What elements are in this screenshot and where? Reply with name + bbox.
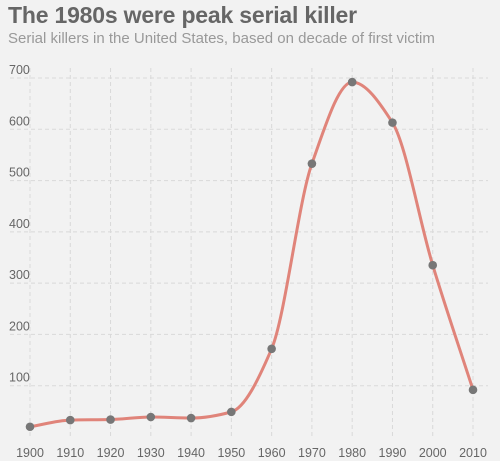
x-tick-label: 1900 (16, 446, 44, 460)
y-tick-label: 700 (9, 63, 30, 77)
y-tick-label: 200 (9, 319, 30, 333)
y-axis-ticks: 100 200 300 400 500 600 700 (9, 63, 30, 385)
series-line-layer (28, 80, 475, 429)
data-point (428, 260, 438, 270)
y-tick-label: 600 (9, 114, 30, 128)
data-point (25, 422, 35, 432)
x-tick-label: 1970 (298, 446, 326, 460)
x-tick-label: 1980 (338, 446, 366, 460)
data-point (227, 407, 236, 417)
x-tick-label: 2000 (419, 446, 447, 460)
data-point (146, 412, 156, 422)
y-tick-label: 100 (9, 371, 30, 385)
y-tick-label: 500 (9, 166, 30, 180)
x-tick-label: 1930 (137, 446, 165, 460)
chart-title: The 1980s were peak serial killer (8, 2, 357, 28)
data-point (388, 118, 397, 127)
data-point (186, 413, 196, 423)
y-tick-label: 400 (9, 217, 30, 231)
data-point (65, 415, 75, 425)
data-points (25, 77, 478, 432)
x-tick-label: 1940 (177, 446, 205, 460)
data-point (347, 77, 357, 87)
data-point (106, 415, 115, 424)
chart-subtitle: Serial killers in the United States, bas… (8, 30, 435, 47)
data-point (307, 159, 317, 168)
x-tick-label: 1910 (56, 446, 84, 460)
x-axis-ticks: 1900 1910 1920 1930 1940 1950 1960 1970 1980 1990… (16, 446, 487, 460)
series-line (28, 80, 475, 429)
grid (10, 68, 488, 437)
data-point (267, 344, 276, 354)
x-tick-label: 1990 (379, 446, 407, 460)
y-tick-label: 300 (9, 268, 30, 282)
x-tick-label: 2010 (459, 446, 487, 460)
x-tick-label: 1960 (258, 446, 286, 460)
data-point (468, 385, 478, 395)
x-tick-label: 1920 (97, 446, 125, 460)
x-tick-label: 1950 (217, 446, 245, 460)
